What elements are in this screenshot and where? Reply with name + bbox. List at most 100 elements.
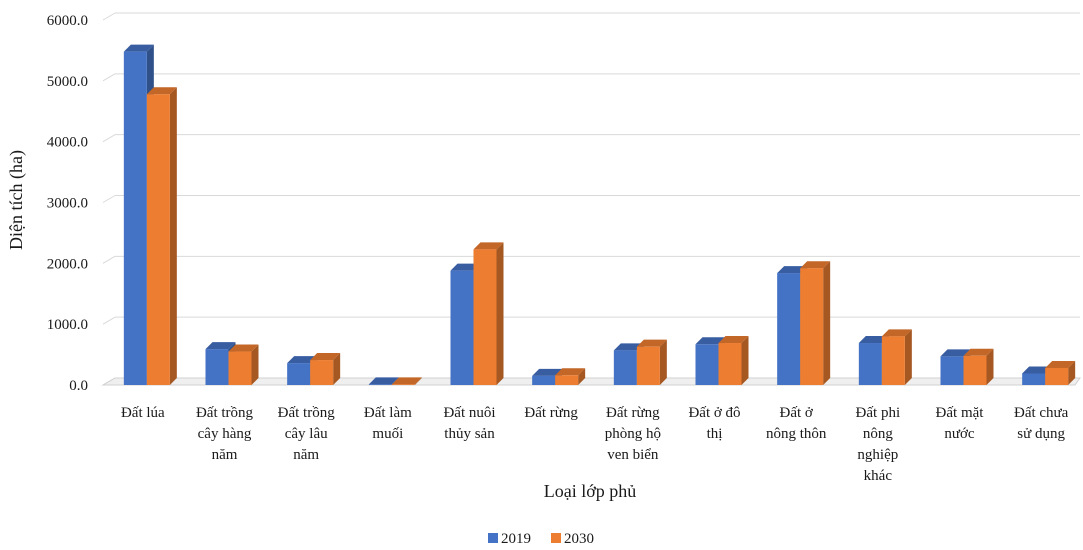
y-tick-label: 6000.0 — [47, 13, 88, 29]
bar-top — [228, 344, 259, 352]
bar-front — [800, 268, 824, 385]
bar-front — [205, 349, 229, 385]
bar-side — [333, 353, 341, 385]
bar-front — [473, 249, 497, 385]
bar-2030-6 — [636, 339, 667, 385]
bar-top — [636, 339, 667, 347]
legend: 2019 2030 — [488, 531, 594, 547]
bar-2030-8 — [800, 261, 831, 385]
category-label: Đất lúa — [121, 405, 165, 421]
y-tick-label: 4000.0 — [47, 135, 88, 151]
grid-line-depth — [102, 12, 116, 21]
bar-front — [1022, 373, 1046, 385]
category-label: Đất trồng cây hàng năm — [196, 405, 254, 463]
bar-side — [904, 329, 912, 385]
bar-2030-1 — [228, 344, 259, 385]
legend-swatch-2019 — [488, 533, 498, 543]
bar-top — [718, 336, 749, 344]
bar-front — [146, 94, 170, 385]
bar-top — [310, 353, 341, 361]
bar-top — [555, 368, 586, 376]
grid-line-depth — [102, 134, 116, 143]
category-label: Đất làm muối — [364, 405, 412, 442]
bar-front — [310, 360, 334, 385]
y-tick-label: 2000.0 — [47, 256, 88, 272]
bar-front — [123, 51, 147, 386]
bar-2030-7 — [718, 336, 749, 385]
bar-front — [532, 375, 556, 385]
category-label: Đất rừng — [524, 405, 578, 421]
bar-top — [450, 263, 481, 271]
grid-line-depth — [102, 73, 116, 82]
bar-top — [1022, 366, 1053, 374]
bar-top — [613, 343, 644, 351]
x-axis-title: Loại lớp phủ — [544, 481, 637, 501]
bar-front — [777, 273, 801, 385]
bar-front — [695, 344, 719, 385]
legend-label-2019: 2019 — [501, 531, 531, 547]
bar-2030-10 — [963, 348, 994, 385]
bar-side — [578, 368, 586, 385]
bar-2030-5 — [555, 368, 586, 385]
chart-floor — [101, 377, 1081, 386]
category-label: Đất chưa sử dụng — [1014, 405, 1069, 442]
bar-side — [659, 339, 667, 385]
bar-side — [741, 336, 749, 385]
bar-2030-0 — [146, 87, 177, 385]
bar-front — [858, 343, 882, 385]
bar-front — [391, 384, 415, 385]
bar-2030-2 — [310, 353, 341, 385]
bar-side — [169, 87, 177, 385]
y-tick-label: 1000.0 — [47, 317, 88, 333]
bar-2030-3 — [391, 377, 422, 385]
category-label: Đất phi nông nghiệp khác — [856, 405, 901, 484]
grid-line-depth — [102, 255, 116, 264]
bar-front — [613, 350, 637, 385]
bar-top — [963, 348, 994, 356]
bar-front — [940, 356, 964, 385]
bar-top — [123, 44, 154, 52]
bar-top — [881, 329, 912, 337]
bar-2030-11 — [1045, 360, 1076, 385]
bar-front — [287, 363, 311, 385]
bar-top — [800, 261, 831, 269]
bar-2030-4 — [473, 242, 504, 385]
category-label: Đất nuôi thủy sản — [443, 405, 495, 442]
bar-top — [532, 368, 563, 376]
bar-top — [287, 356, 318, 364]
bar-front — [1045, 367, 1069, 385]
bar-top — [858, 336, 889, 344]
bar-top — [146, 87, 177, 95]
bar-side — [823, 261, 831, 385]
bar-front — [450, 270, 474, 385]
bars — [123, 44, 1076, 386]
bar-top — [473, 242, 504, 250]
category-labels: Đất lúa Đất trồng cây hàng năm Đất trồng cây … — [121, 405, 1069, 484]
bar-front — [881, 336, 905, 385]
bar-top — [940, 349, 971, 357]
bar-front — [636, 346, 660, 385]
grid-line-depth — [102, 316, 116, 325]
y-tick-label: 0.0 — [69, 378, 88, 394]
bar-front — [718, 343, 742, 385]
bar-front — [963, 355, 987, 385]
bar-front — [228, 351, 252, 385]
category-label: Đất rừng phòng hộ ven biển — [605, 405, 661, 463]
category-label: Đất ở nông thôn — [766, 405, 827, 442]
bar-top — [205, 342, 236, 350]
y-tick-label: 5000.0 — [47, 74, 88, 90]
bar-top — [695, 337, 726, 345]
bar-2030-9 — [881, 329, 912, 385]
bar-side — [986, 348, 994, 385]
bar-top — [1045, 360, 1076, 368]
grid-line-depth — [102, 195, 116, 203]
category-label: Đất mặt nước — [936, 405, 985, 442]
bar-side — [251, 344, 259, 385]
bar-front — [368, 384, 392, 385]
legend-label-2030: 2030 — [564, 531, 594, 547]
legend-swatch-2030 — [551, 533, 561, 543]
category-label: Đất ở đô thị — [688, 405, 740, 442]
bar-side — [414, 377, 422, 385]
y-tick-labels: 0.0 1000.0 2000.0 3000.0 4000.0 5000.0 6000.0 — [47, 13, 88, 394]
